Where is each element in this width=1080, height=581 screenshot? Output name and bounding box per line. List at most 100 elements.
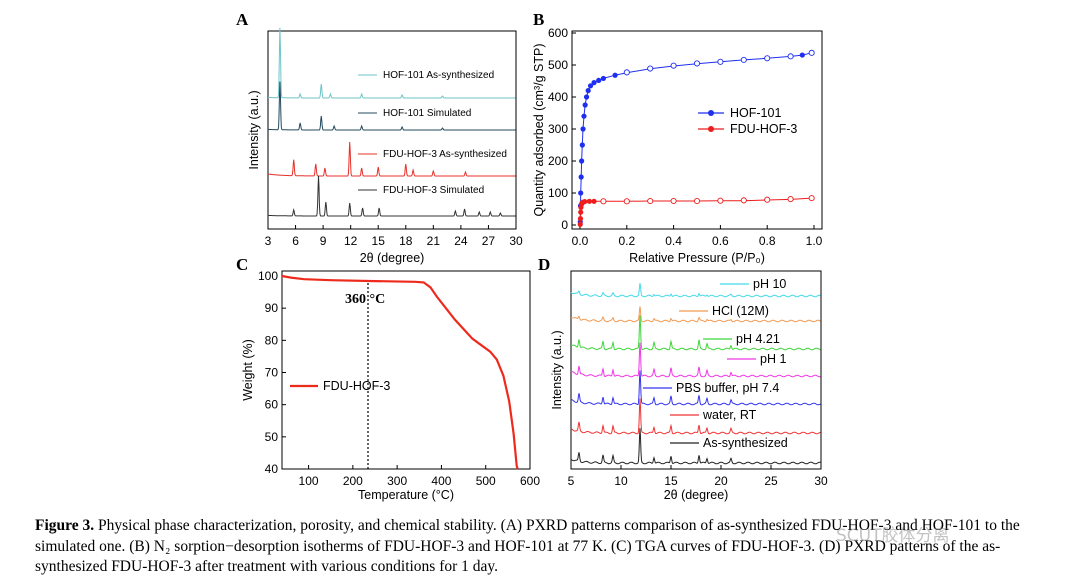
panel-d-curves	[570, 283, 821, 465]
panel-b-adsorption-point	[582, 102, 588, 108]
panel-c-y-tick-label: 70	[265, 366, 279, 380]
panel-a-x-label: 2θ (degree)	[360, 251, 425, 265]
panel-c-y-tick-label: 40	[265, 462, 279, 476]
panel-b-x-tick-label: 0.6	[712, 234, 729, 248]
figure-caption: Figure 3. Physical phase characterizatio…	[35, 516, 1065, 578]
panel-c-x-tick-label: 500	[476, 474, 496, 488]
panel-d-legend-label: PBS buffer, pH 7.4	[676, 381, 779, 395]
panel-b-x-tick-label: 0.2	[618, 234, 635, 248]
panel-b-ticks: 0.0 0.2 0.4 0.6 0.8 1.0 0 100 200 300 400 500 600	[548, 26, 823, 248]
panel-a-x-tick-label: 6	[292, 234, 299, 248]
panel-b-y-tick-label: 300	[548, 122, 568, 136]
panel-a-legend-label: FDU-HOF-3 Simulated	[383, 185, 484, 196]
panel-b-adsorption-point	[799, 52, 805, 58]
panel-c: C 100 200 300 400 500 600 40 50 60 70 80 90 100 360 …	[236, 255, 540, 502]
panel-b-desorption-point	[623, 69, 630, 76]
panel-c-frame	[281, 270, 531, 470]
panel-a-x-tick-label: 27	[482, 234, 496, 248]
panel-b-adsorption-point	[585, 88, 591, 94]
panel-b-desorption-point	[693, 197, 701, 205]
panel-c-y-tick-label: 50	[265, 430, 279, 444]
panel-b-desorption-point	[787, 196, 794, 203]
panel-b-desorption-point	[740, 197, 747, 204]
panel-b-desorption-point	[717, 197, 724, 204]
panel-d-legend-label: As-synthesized	[703, 436, 788, 450]
panel-a-x-tick-label: 15	[372, 234, 386, 248]
panel-b-adsorption-line	[579, 52, 812, 222]
panel-c-y-tick-label: 60	[265, 398, 279, 412]
panel-a-x-tick-label: 21	[427, 234, 441, 248]
panel-b-desorption-point	[764, 196, 771, 203]
panel-b-desorption-point	[717, 58, 724, 65]
panel-c-y-tick-label: 80	[265, 333, 279, 347]
panel-a-series-line	[267, 141, 516, 177]
panel-d-x-tick-label: 5	[568, 474, 575, 488]
panel-d-x-tick-label: 15	[664, 474, 678, 488]
panel-c-series-line	[281, 274, 519, 470]
tga-onset-label: 360 °C	[345, 292, 385, 307]
panel-c-x-tick-label: 200	[343, 474, 363, 488]
panel-b-adsorption-point	[600, 75, 607, 82]
panel-b-adsorption-point	[583, 94, 590, 100]
panel-b-adsorption-point	[578, 174, 584, 180]
panel-b-adsorption-point	[587, 83, 594, 89]
panel-b-adsorption-point	[591, 80, 597, 86]
panel-a-x-ticks: 3 6 9 12 15 18 21 24 27 30	[265, 225, 523, 248]
panel-b-letter: B	[533, 10, 544, 29]
panel-b-adsorption-point	[577, 216, 584, 222]
panel-a-x-tick-label: 12	[344, 234, 358, 248]
panel-b-y-tick-label: 600	[548, 26, 568, 40]
panel-b-legend-marker	[708, 126, 714, 132]
panel-b-desorption-point	[764, 55, 771, 62]
panel-b-x-label: Relative Pressure (P/P₀)	[629, 251, 765, 265]
panel-b-frame	[571, 30, 823, 230]
watermark: SCUT胶体分离	[836, 526, 950, 546]
panel-b-desorption-point	[693, 60, 701, 67]
panel-b: B 0.0 0.2 0.4 0.6 0.8 1.00100200300400500600 …	[532, 10, 823, 265]
panel-d-legend-label: pH 1	[760, 352, 786, 366]
panel-b-desorption-point	[647, 197, 654, 205]
panel-b-y-tick-label: 200	[548, 154, 568, 168]
panel-d-x-tick-label: 30	[814, 474, 828, 488]
panel-b-adsorption-point	[581, 113, 587, 119]
panel-c-x-tick-label: 100	[299, 474, 319, 488]
panel-b-adsorption-point	[582, 199, 588, 205]
panel-d-series-line	[571, 315, 821, 351]
panel-b-points	[577, 49, 815, 227]
panel-a: A 3 6 9 12 15 18 21 24 27 30 HOF-101 As-synthesiz…	[236, 10, 523, 265]
panel-b-adsorption-point	[578, 190, 584, 196]
panel-a-letter: A	[236, 10, 249, 29]
panel-d-x-tick-label: 20	[714, 474, 728, 488]
panel-b-y-tick-label: 500	[548, 58, 568, 72]
panel-c-y-label: Weight (%)	[241, 339, 255, 401]
panel-a-series-line	[268, 81, 516, 131]
panel-d-series-line	[570, 398, 821, 435]
panel-b-legend: HOF-101 FDU-HOF-3	[698, 106, 797, 136]
panel-d-legend-label: pH 10	[753, 277, 786, 291]
panel-a-legend-label: FDU-HOF-3 As-synthesized	[383, 149, 507, 160]
panel-b-adsorption-point	[586, 198, 592, 204]
panel-c-letter: C	[236, 255, 248, 274]
panel-b-y-tick-label: 0	[561, 218, 568, 232]
panel-b-desorption-point	[808, 195, 815, 202]
panel-d: D 5 10 15 20 25 30 pH 10 HCl (12M) pH 4.21 pH 1 P…	[538, 255, 828, 502]
caption-label: Figure 3.	[35, 517, 95, 534]
panel-d-series-line	[570, 283, 821, 298]
panel-d-legend: pH 10 HCl (12M) pH 4.21 pH 1 PBS buffer, pH …	[643, 277, 788, 450]
panel-b-desorption-point	[740, 56, 747, 63]
panel-d-legend-label: pH 4.21	[736, 332, 780, 346]
panel-b-adsorption-point	[612, 72, 618, 78]
panel-d-series-line	[570, 306, 821, 323]
panel-a-curves	[267, 27, 516, 217]
panel-a-legend: HOF-101 As-synthesized HOF-101 Simulated F…	[358, 70, 507, 196]
panel-d-frame	[570, 270, 822, 470]
panel-b-desorption-point	[808, 49, 815, 56]
panel-a-x-tick-label: 9	[320, 234, 327, 248]
panel-b-legend-label: FDU-HOF-3	[730, 122, 797, 136]
panel-d-series-line	[570, 342, 821, 378]
panel-d-legend-label: water, RT	[702, 408, 757, 422]
panel-b-x-tick-label: 0.8	[759, 234, 776, 248]
panel-a-series-line	[268, 27, 516, 99]
panel-b-adsorption-point	[579, 158, 585, 164]
